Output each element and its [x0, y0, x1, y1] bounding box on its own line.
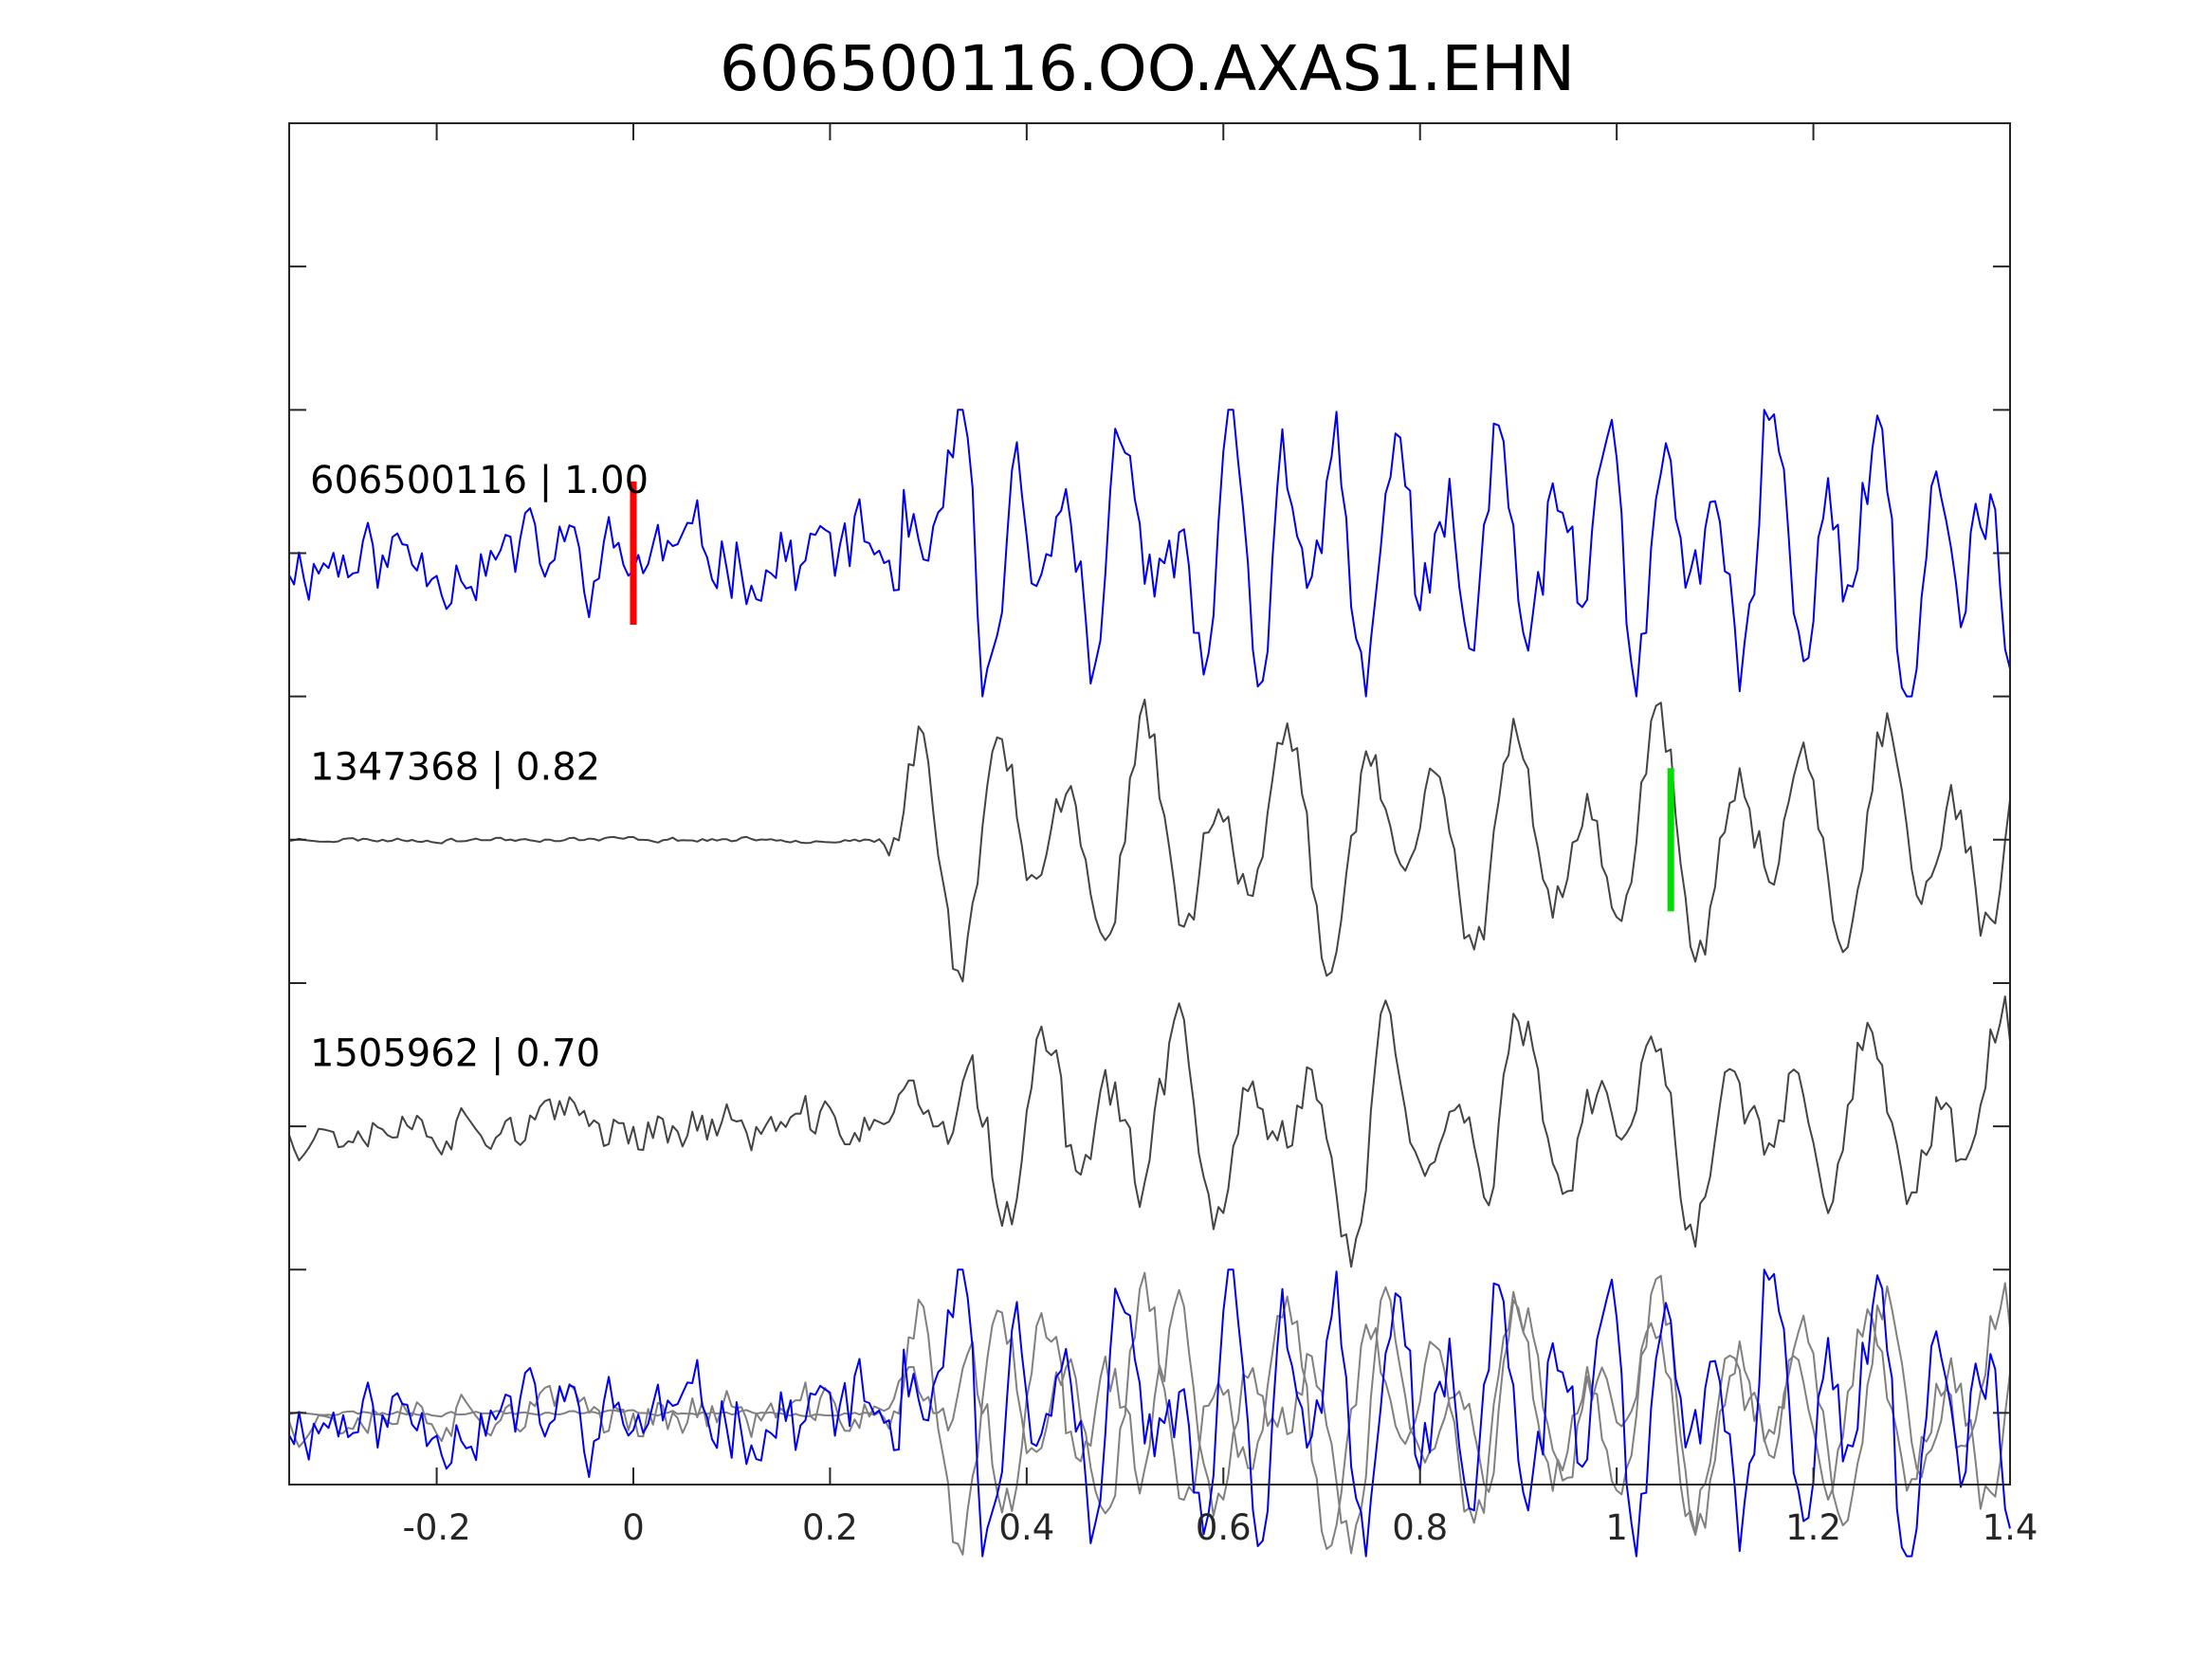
x-tick-label-6: 0.8 — [1392, 1507, 1448, 1548]
trace-line-1 — [288, 409, 2011, 698]
trace-label-1: 606500116 | 1.00 — [310, 459, 649, 502]
trace-line-2 — [288, 699, 2011, 983]
ticks-layer: -0.2 0 0.2 0.4 0.6 0.8 1 1.2 1.4 — [289, 123, 2038, 1548]
x-tick-label-5: 0.6 — [1196, 1507, 1252, 1548]
plot-area: 606500116 | 1.00 1347368 | 0.82 1505962 | … — [288, 122, 2038, 1558]
trace-label-3: 1505962 | 0.70 — [310, 1032, 600, 1076]
picks-layer — [630, 481, 1674, 912]
trace-line-3 — [288, 995, 2011, 1268]
x-tick-label-1: -0.2 — [402, 1507, 470, 1548]
x-tick-label-3: 0.2 — [802, 1507, 858, 1548]
overlay-trace-1 — [288, 1268, 2011, 1558]
traces-layer — [288, 409, 2011, 1558]
axes-frame — [288, 122, 2011, 1486]
x-tick-label-7: 1 — [1605, 1507, 1628, 1548]
x-tick-label-4: 0.4 — [998, 1507, 1054, 1548]
x-tick-label-9: 1.4 — [1983, 1507, 2038, 1548]
trace-label-2: 1347368 | 0.82 — [310, 745, 600, 789]
axes-background — [289, 123, 2010, 1485]
chart-title: 606500116.OO.AXAS1.EHN — [720, 32, 1575, 105]
x-tick-label-2: 0 — [622, 1507, 645, 1548]
trace-labels-layer: 606500116 | 1.00 1347368 | 0.82 1505962 | … — [310, 459, 649, 1076]
x-tick-label-8: 1.2 — [1785, 1507, 1841, 1548]
